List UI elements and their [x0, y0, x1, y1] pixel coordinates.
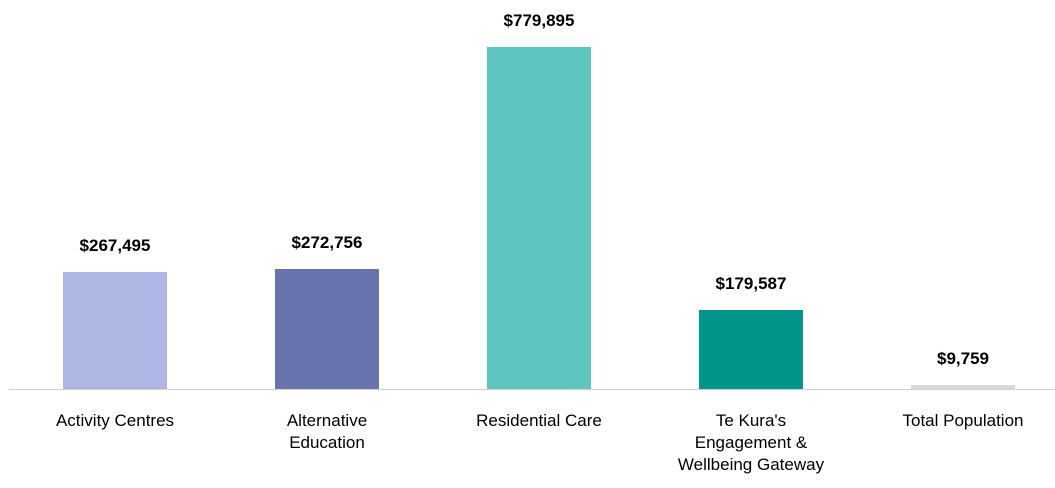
x-tick-label: Residential Care: [476, 411, 602, 430]
value-label: $9,759: [937, 348, 989, 368]
bar: [911, 384, 1015, 389]
bar: [699, 310, 803, 389]
value-label: $179,587: [715, 274, 787, 294]
bar: [63, 271, 167, 389]
x-tick-label: Total Population: [902, 411, 1024, 430]
value-label: $267,495: [79, 235, 151, 255]
bar: [275, 269, 379, 389]
value-label: $272,756: [291, 233, 363, 253]
x-axis-line: [9, 389, 1055, 390]
x-tick-label: Alternative Education: [286, 411, 368, 452]
bar: [487, 47, 591, 389]
x-tick-label: Activity Centres: [55, 411, 175, 430]
value-label: $779,895: [503, 11, 575, 30]
x-tick-label: Te Kura's Engagement & Wellbeing Gateway: [677, 411, 825, 474]
